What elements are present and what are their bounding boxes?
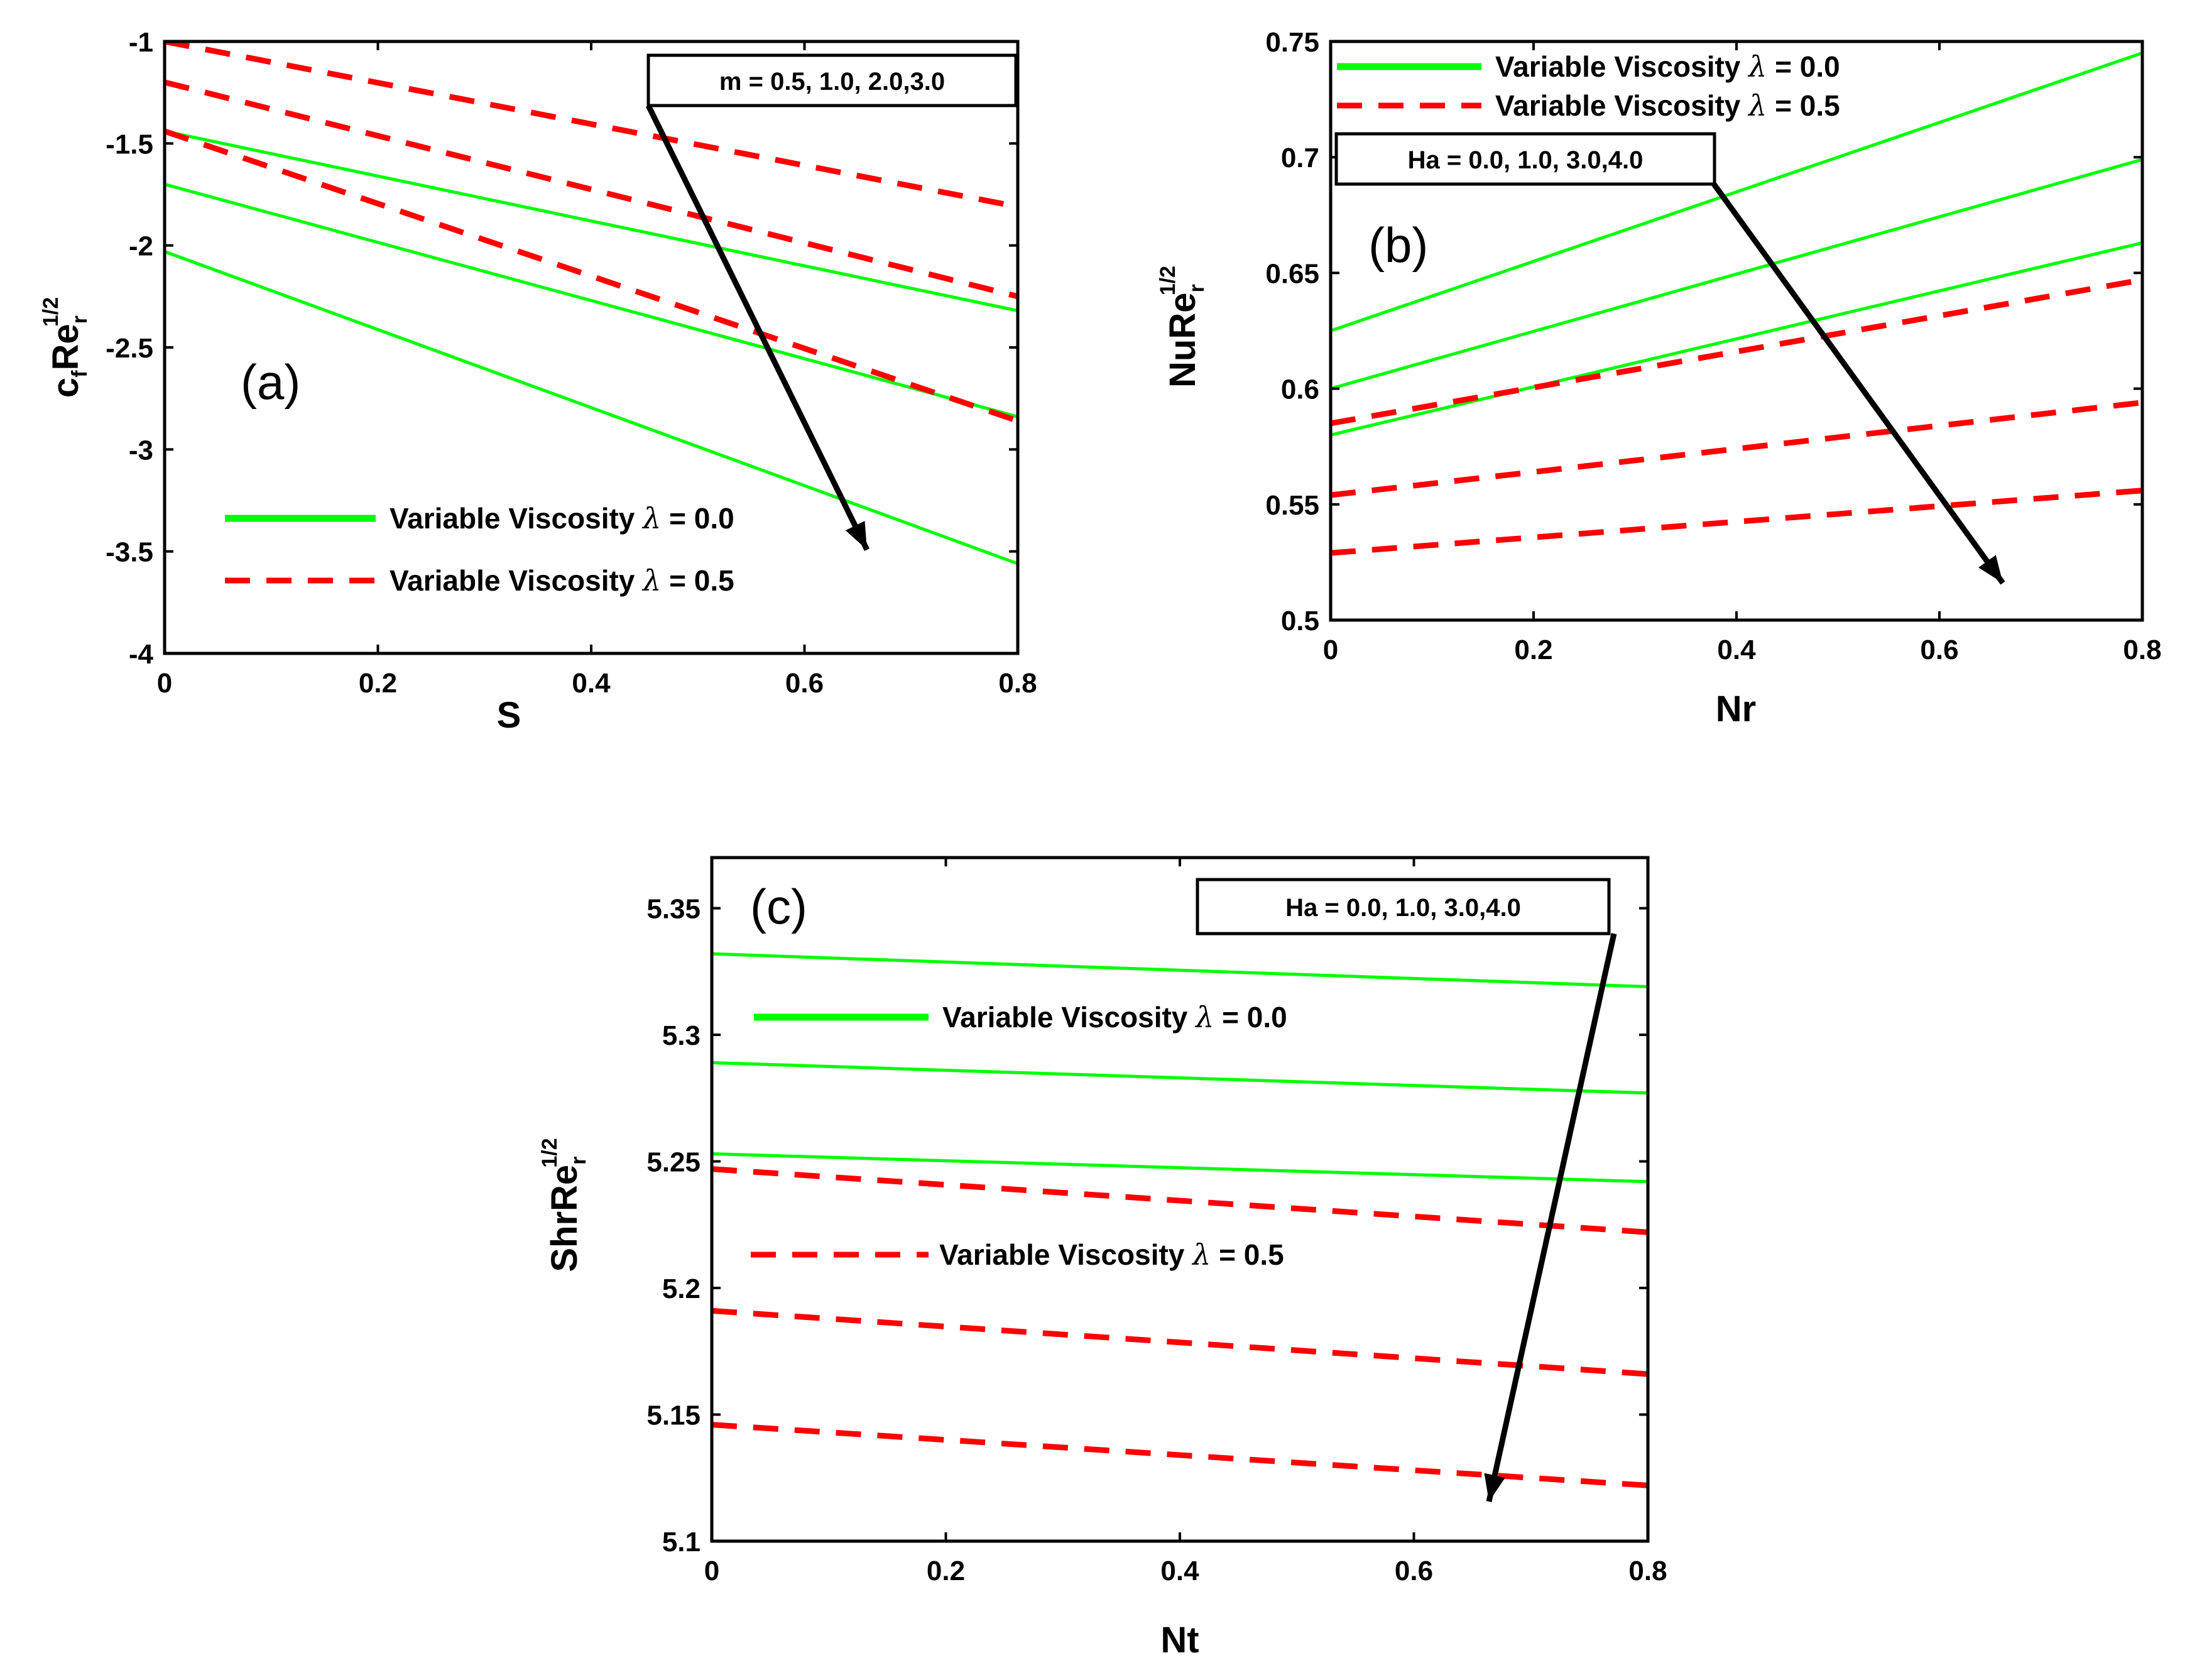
annotation-box [1334, 132, 1716, 186]
y-tick-label: 0.55 [1265, 490, 1319, 521]
series-line-lambda0-2 [712, 1152, 1648, 1184]
axes-box [163, 40, 1020, 655]
series-line-lambda0-0 [712, 952, 1648, 989]
arrow-shaft [1711, 182, 2005, 585]
x-tick-label: 0.6 [785, 668, 824, 699]
x-tick-label: 0.8 [2123, 635, 2161, 665]
legend-label-lambda0: Variable Viscosity λ = 0.0 [1495, 50, 1840, 84]
x-tick-label: 0.2 [359, 668, 397, 699]
y-tick-label: 5.25 [646, 1147, 701, 1178]
series-line-lambda05-5 [165, 128, 1018, 424]
x-tick-label: 0.6 [1395, 1556, 1433, 1586]
arrow-head [1978, 555, 2003, 583]
series-group [165, 41, 1018, 565]
x-tick-label: 0 [1323, 635, 1338, 665]
y-tick-label: -1.5 [106, 129, 153, 160]
x-tick-label: 0.4 [572, 668, 611, 699]
x-tick-label: 0.6 [1920, 635, 1958, 665]
panel-c-chart: 0 0.2 0.4 0.6 0.8 5.1 5.15 5.2 5.25 5.3 5.35 Nt ShrR… [538, 856, 1667, 1661]
y-tick-label: -2.5 [106, 333, 153, 364]
series-group [1331, 52, 2142, 556]
panel-b-chart: 0 0.2 0.4 0.6 0.8 0.5 0.55 0.6 0.65 0.7 0.75 Nr NuRe… [1156, 27, 2162, 729]
x-tick-label: 0.2 [1514, 635, 1552, 665]
series-line-lambda0-0 [1331, 52, 2142, 332]
legend-label-lambda05: Variable Viscosity λ = 0.5 [939, 1238, 1284, 1272]
series-line-lambda0-1 [1331, 158, 2142, 391]
legend-label-lambda05: Variable Viscosity λ = 0.5 [390, 564, 734, 597]
x-tick-label: 0.4 [1717, 635, 1756, 665]
y-axis-label: cfRer1/2 [39, 297, 92, 398]
annotation-text: Ha = 0.0, 1.0, 3.0,4.0 [1408, 146, 1644, 174]
y-tick-label: 0.6 [1281, 374, 1319, 405]
series-line-lambda05-4 [165, 79, 1018, 300]
y-tick-label: -3 [129, 435, 153, 466]
x-tick-label: 0 [157, 668, 172, 699]
y-tick-label: 0.7 [1281, 143, 1319, 173]
series-line-lambda05-3 [165, 41, 1018, 210]
series-line-lambda0-0 [165, 129, 1018, 313]
y-tick-label: 0.65 [1265, 258, 1319, 289]
panel-label: (a) [241, 354, 300, 410]
y-tick-label: 0.5 [1281, 606, 1319, 636]
y-tick-label: 5.15 [646, 1400, 701, 1431]
arrow-shaft [1486, 933, 1617, 1502]
legend-label-lambda05: Variable Viscosity λ = 0.5 [1495, 89, 1840, 123]
series-line-lambda05-5 [1331, 488, 2142, 556]
legend-label-lambda0: Variable Viscosity λ = 0.0 [390, 501, 734, 535]
y-tick-label: -2 [129, 231, 153, 262]
arrow-shaft [645, 104, 870, 551]
annotation-box [1196, 878, 1611, 935]
series-line-lambda05-5 [712, 1422, 1648, 1488]
series-line-lambda0-1 [165, 182, 1018, 418]
x-axis-label: Nt [1160, 1620, 1199, 1661]
annotation-text: Ha = 0.0, 1.0, 3.0,4.0 [1285, 894, 1521, 922]
y-tick-label: -1 [129, 27, 153, 58]
series-line-lambda0-2 [165, 250, 1018, 565]
series-line-lambda05-4 [712, 1307, 1648, 1377]
x-tick-label: 0 [704, 1556, 719, 1586]
annotation-box [646, 53, 1018, 107]
y-axis-label: ShrRer1/2 [538, 1138, 591, 1272]
y-tick-label: -3.5 [106, 537, 153, 568]
y-tick-label: 5.2 [662, 1274, 701, 1304]
y-tick-label: 5.35 [646, 894, 701, 925]
series-line-lambda05-4 [1331, 400, 2142, 498]
series-line-lambda05-3 [1331, 277, 2142, 427]
y-tick-label: -4 [129, 639, 154, 670]
legend-label-lambda0: Variable Viscosity λ = 0.0 [942, 1000, 1287, 1034]
series-line-lambda0-1 [712, 1061, 1648, 1095]
y-axis-label: NuRer1/2 [1156, 266, 1209, 388]
y-tick-label: 0.75 [1265, 27, 1319, 58]
x-tick-label: 0.2 [927, 1556, 965, 1586]
y-tick-label: 5.3 [662, 1020, 701, 1051]
panel-label: (c) [750, 879, 807, 934]
arrow-head [1484, 1473, 1505, 1502]
series-line-lambda05-3 [712, 1166, 1648, 1235]
y-tick-label: 5.1 [662, 1527, 701, 1557]
x-tick-label: 0.4 [1160, 1556, 1199, 1586]
annotation-text: m = 0.5, 1.0, 2.0,3.0 [719, 68, 945, 95]
panel-a-chart: 0 0.2 0.4 0.6 0.8 -4 -3.5 -3 -2.5 -2 -1.5 -1 ScfRer1… [39, 27, 1037, 736]
panel-label: (b) [1368, 217, 1428, 273]
series-line-lambda0-2 [1331, 241, 2142, 437]
arrow-head [845, 521, 867, 550]
x-tick-label: 0.8 [1628, 1556, 1667, 1586]
x-tick-label: 0.8 [998, 668, 1037, 699]
series-group [712, 952, 1648, 1488]
x-axis-label: Nr [1716, 689, 1756, 729]
x-axis-label: S [497, 695, 521, 736]
axes-box [1329, 40, 2144, 622]
